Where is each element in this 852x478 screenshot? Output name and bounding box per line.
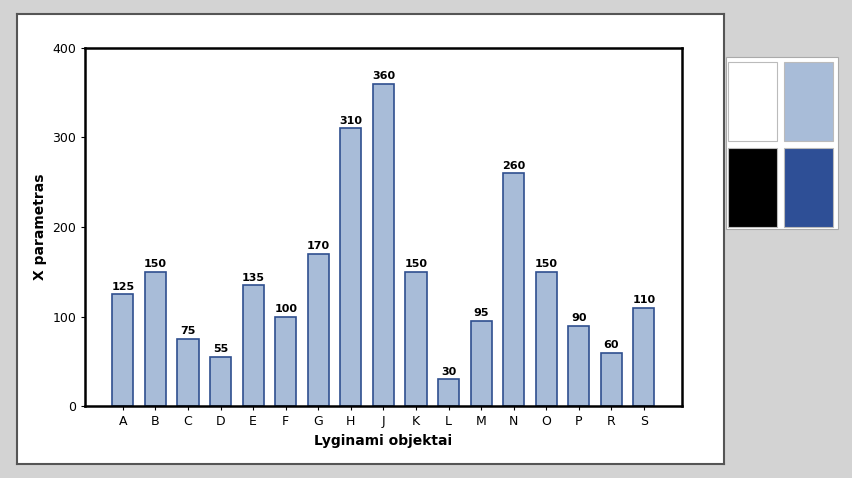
Bar — [438, 380, 459, 406]
Text: 150: 150 — [144, 259, 167, 269]
Bar — [633, 308, 654, 406]
Bar — [177, 339, 199, 406]
Text: 95: 95 — [474, 308, 489, 318]
Bar — [503, 174, 524, 406]
Bar — [568, 326, 590, 406]
Text: 30: 30 — [440, 367, 456, 377]
Bar — [145, 272, 166, 406]
Text: 150: 150 — [535, 259, 558, 269]
Text: 55: 55 — [213, 344, 228, 354]
Text: 125: 125 — [112, 282, 135, 292]
Text: 60: 60 — [603, 340, 619, 350]
Text: 360: 360 — [371, 71, 395, 81]
Bar — [308, 254, 329, 406]
Bar — [470, 321, 492, 406]
Bar — [243, 285, 264, 406]
Bar — [210, 357, 231, 406]
Text: 75: 75 — [181, 326, 196, 337]
Text: 110: 110 — [632, 295, 655, 305]
Text: 90: 90 — [571, 313, 586, 323]
Text: 170: 170 — [307, 241, 330, 251]
Bar — [536, 272, 557, 406]
Text: 150: 150 — [405, 259, 428, 269]
Bar — [406, 272, 427, 406]
Y-axis label: X parametras: X parametras — [32, 174, 47, 280]
Text: 100: 100 — [274, 304, 297, 314]
Bar — [601, 353, 622, 406]
X-axis label: Lyginami objektai: Lyginami objektai — [314, 434, 452, 448]
Text: 310: 310 — [339, 116, 362, 126]
Bar — [373, 84, 394, 406]
Bar — [112, 294, 134, 406]
Bar — [275, 317, 296, 406]
Bar — [340, 129, 361, 406]
Text: 260: 260 — [502, 161, 526, 171]
Text: 135: 135 — [242, 272, 265, 282]
